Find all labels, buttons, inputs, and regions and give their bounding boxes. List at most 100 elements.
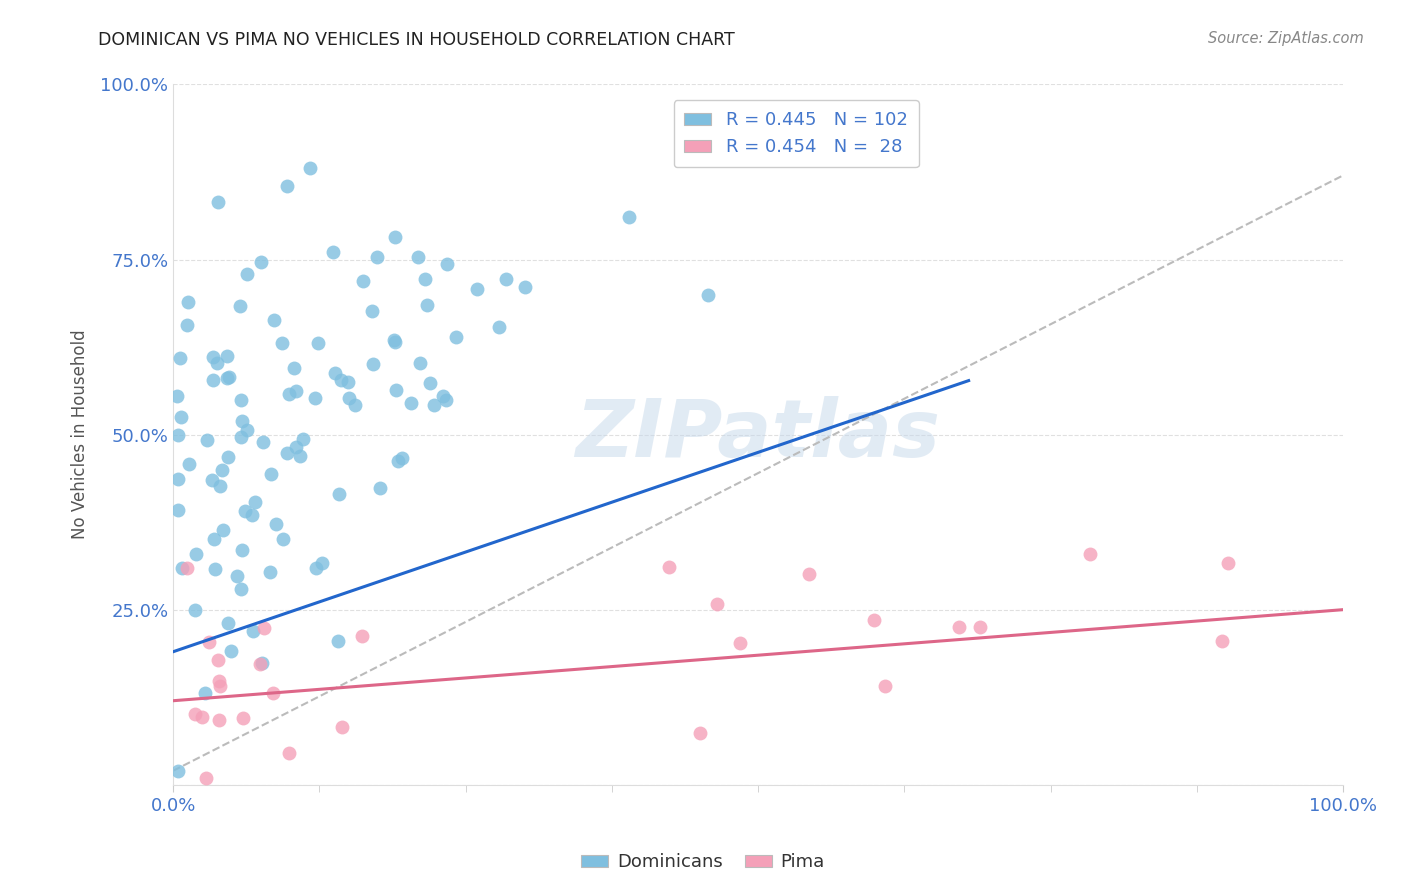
Point	[277, 387, 299, 401]
Point	[167, 503, 190, 517]
Point	[513, 280, 536, 294]
Point	[197, 635, 219, 649]
Point	[176, 318, 198, 332]
Point	[343, 398, 366, 412]
Point	[350, 629, 373, 643]
Point	[250, 657, 273, 671]
Point	[799, 566, 821, 581]
Text: ZIPatlas: ZIPatlas	[575, 395, 941, 474]
Point	[219, 644, 242, 658]
Point	[323, 366, 346, 380]
Point	[271, 335, 294, 350]
Point	[446, 329, 468, 343]
Text: Source: ZipAtlas.com: Source: ZipAtlas.com	[1208, 31, 1364, 46]
Point	[290, 449, 312, 463]
Point	[249, 657, 271, 671]
Point	[432, 389, 454, 403]
Point	[229, 393, 252, 408]
Point	[217, 616, 239, 631]
Point	[217, 349, 239, 363]
Point	[384, 334, 406, 349]
Point	[207, 194, 229, 209]
Point	[361, 303, 384, 318]
Point	[619, 211, 641, 225]
Y-axis label: No Vehicles in Household: No Vehicles in Household	[72, 330, 89, 540]
Point	[252, 434, 274, 449]
Point	[271, 532, 294, 546]
Point	[209, 680, 232, 694]
Point	[304, 391, 326, 405]
Point	[201, 473, 224, 487]
Point	[250, 255, 273, 269]
Legend: Dominicans, Pima: Dominicans, Pima	[574, 847, 832, 879]
Point	[231, 414, 253, 428]
Point	[277, 746, 299, 760]
Point	[419, 376, 441, 390]
Point	[202, 532, 225, 546]
Point	[215, 370, 238, 384]
Point	[328, 487, 350, 501]
Point	[298, 161, 321, 176]
Point	[263, 313, 285, 327]
Point	[696, 288, 718, 302]
Point	[231, 542, 253, 557]
Point	[384, 229, 406, 244]
Point	[366, 251, 388, 265]
Point	[276, 179, 298, 194]
Point	[1211, 634, 1233, 648]
Point	[218, 370, 240, 384]
Point	[184, 706, 207, 721]
Point	[399, 396, 422, 410]
Point	[228, 300, 250, 314]
Point	[434, 392, 457, 407]
Point	[201, 351, 224, 365]
Point	[170, 410, 193, 425]
Point	[167, 764, 190, 778]
Point	[873, 679, 896, 693]
Point	[292, 432, 315, 446]
Point	[488, 320, 510, 334]
Point	[259, 565, 281, 579]
Point	[166, 472, 188, 486]
Point	[226, 568, 249, 582]
Point	[948, 620, 970, 634]
Point	[229, 582, 252, 597]
Point	[186, 547, 208, 561]
Point	[191, 710, 214, 724]
Point	[330, 720, 353, 734]
Point	[235, 424, 257, 438]
Point	[195, 433, 218, 447]
Point	[229, 430, 252, 444]
Point	[337, 391, 360, 405]
Point	[253, 621, 276, 635]
Point	[465, 282, 488, 296]
Point	[436, 257, 458, 271]
Point	[207, 674, 229, 689]
Point	[406, 250, 429, 264]
Point	[166, 389, 188, 403]
Legend: R = 0.445   N = 102, R = 0.454   N =  28: R = 0.445 N = 102, R = 0.454 N = 28	[673, 101, 918, 167]
Point	[209, 479, 232, 493]
Point	[283, 361, 305, 376]
Point	[170, 561, 193, 575]
Point	[415, 272, 437, 286]
Point	[352, 274, 374, 288]
Point	[409, 356, 432, 370]
Point	[1078, 547, 1101, 561]
Point	[330, 373, 353, 387]
Point	[308, 336, 330, 351]
Point	[240, 508, 263, 522]
Point	[863, 613, 886, 627]
Point	[245, 494, 267, 508]
Point	[326, 634, 349, 648]
Point	[202, 373, 225, 387]
Point	[382, 333, 405, 347]
Text: DOMINICAN VS PIMA NO VEHICLES IN HOUSEHOLD CORRELATION CHART: DOMINICAN VS PIMA NO VEHICLES IN HOUSEHO…	[98, 31, 735, 49]
Point	[387, 453, 409, 467]
Point	[337, 375, 360, 389]
Point	[368, 481, 391, 495]
Point	[391, 450, 413, 465]
Point	[361, 357, 384, 371]
Point	[969, 620, 991, 634]
Point	[416, 298, 439, 312]
